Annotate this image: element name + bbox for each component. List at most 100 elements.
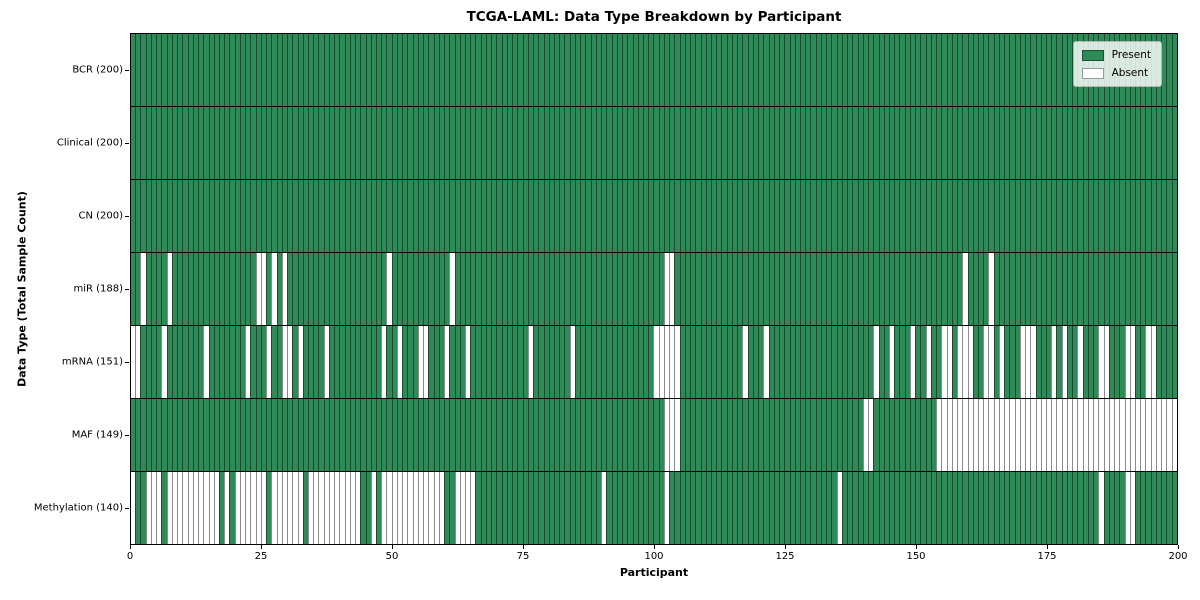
cell bbox=[1035, 180, 1041, 252]
cell bbox=[878, 107, 884, 179]
cell bbox=[569, 34, 575, 106]
cell bbox=[344, 326, 350, 398]
cell bbox=[475, 326, 481, 398]
cell bbox=[527, 472, 534, 544]
cell bbox=[276, 253, 282, 325]
cell bbox=[1035, 253, 1041, 325]
cell bbox=[135, 107, 141, 179]
cell bbox=[150, 34, 157, 106]
cell bbox=[836, 399, 842, 471]
cell bbox=[925, 107, 931, 179]
cell bbox=[648, 34, 654, 106]
cell bbox=[873, 180, 879, 252]
cell bbox=[716, 326, 722, 398]
cell bbox=[150, 180, 157, 252]
cell bbox=[925, 253, 931, 325]
cell bbox=[1009, 107, 1015, 179]
cell bbox=[349, 253, 356, 325]
cell bbox=[198, 180, 204, 252]
cell bbox=[349, 472, 356, 544]
cell bbox=[417, 326, 424, 398]
cell bbox=[313, 326, 319, 398]
cell bbox=[433, 399, 439, 471]
cell bbox=[512, 326, 518, 398]
cell bbox=[826, 253, 832, 325]
cell bbox=[229, 107, 235, 179]
cell bbox=[522, 34, 528, 106]
cell bbox=[758, 180, 764, 252]
cell bbox=[198, 399, 204, 471]
cell bbox=[627, 34, 633, 106]
cell bbox=[318, 253, 324, 325]
cell bbox=[150, 399, 157, 471]
cell bbox=[328, 34, 335, 106]
cell bbox=[1135, 326, 1141, 398]
cell bbox=[873, 253, 879, 325]
cell bbox=[569, 180, 575, 252]
cell bbox=[365, 180, 371, 252]
cell bbox=[501, 107, 507, 179]
cell bbox=[878, 326, 884, 398]
cell bbox=[412, 107, 418, 179]
cell bbox=[444, 253, 450, 325]
cell bbox=[962, 34, 968, 106]
cell bbox=[292, 107, 298, 179]
cell bbox=[742, 180, 748, 252]
cell bbox=[574, 34, 581, 106]
cell bbox=[564, 399, 570, 471]
cell bbox=[297, 472, 303, 544]
cell bbox=[454, 34, 460, 106]
cell bbox=[716, 34, 722, 106]
x-tick-label-125: 125 bbox=[775, 551, 795, 562]
cell bbox=[632, 180, 638, 252]
cell bbox=[1004, 253, 1010, 325]
cell bbox=[747, 107, 753, 179]
cell bbox=[663, 253, 670, 325]
cell bbox=[663, 34, 670, 106]
cell bbox=[250, 34, 256, 106]
cell bbox=[166, 253, 172, 325]
cell bbox=[595, 472, 602, 544]
cell bbox=[1093, 107, 1099, 179]
cell bbox=[580, 253, 586, 325]
cell bbox=[459, 399, 465, 471]
x-tick-mark bbox=[1047, 545, 1048, 549]
cell bbox=[1166, 399, 1172, 471]
cell bbox=[433, 107, 439, 179]
cell bbox=[1087, 326, 1094, 398]
cell bbox=[726, 472, 732, 544]
cell bbox=[841, 472, 848, 544]
cell bbox=[543, 399, 549, 471]
legend: Present Absent bbox=[1072, 41, 1162, 87]
cell bbox=[904, 107, 910, 179]
cell bbox=[810, 180, 816, 252]
cell bbox=[1004, 472, 1010, 544]
cell bbox=[705, 399, 712, 471]
cell bbox=[297, 326, 303, 398]
cell bbox=[1124, 180, 1130, 252]
cell bbox=[758, 326, 764, 398]
cell bbox=[862, 326, 869, 398]
cell bbox=[684, 180, 691, 252]
cell bbox=[376, 326, 382, 398]
cell bbox=[731, 107, 738, 179]
cell bbox=[391, 180, 397, 252]
cell bbox=[423, 107, 429, 179]
cell bbox=[417, 107, 424, 179]
cell bbox=[454, 472, 460, 544]
cell bbox=[465, 253, 471, 325]
cell bbox=[616, 253, 623, 325]
cell bbox=[951, 34, 958, 106]
cell bbox=[323, 34, 329, 106]
cell bbox=[391, 107, 397, 179]
cell bbox=[553, 107, 560, 179]
cell bbox=[810, 399, 816, 471]
cell bbox=[328, 253, 335, 325]
cell bbox=[276, 326, 282, 398]
cell bbox=[637, 472, 643, 544]
cell bbox=[601, 399, 607, 471]
cell bbox=[1014, 326, 1020, 398]
cell bbox=[868, 107, 874, 179]
cell bbox=[784, 399, 790, 471]
cell bbox=[328, 399, 335, 471]
